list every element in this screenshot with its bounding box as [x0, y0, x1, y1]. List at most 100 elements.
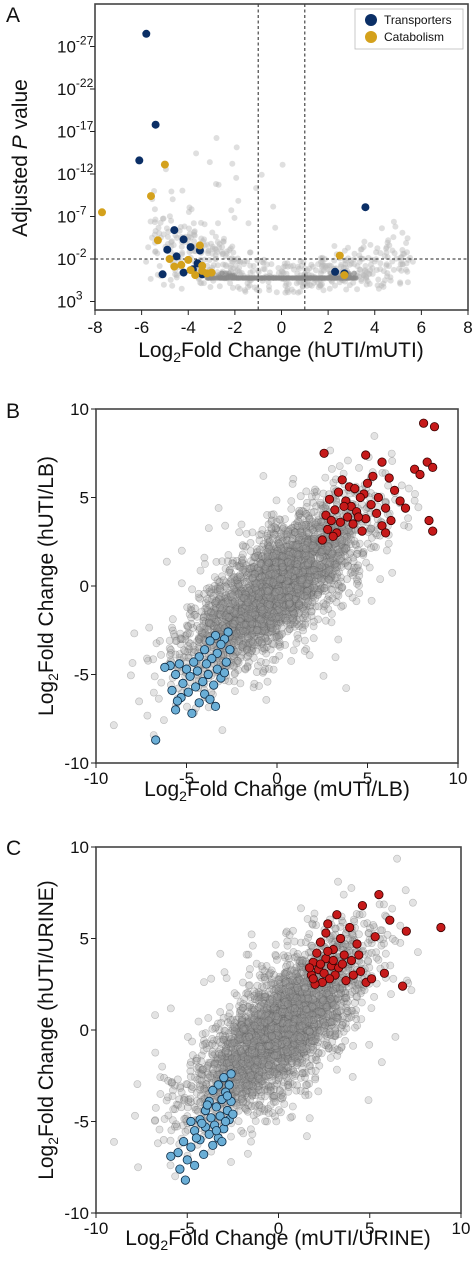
background-point: [292, 567, 299, 574]
background-point: [318, 548, 325, 555]
background-point: [267, 595, 274, 602]
down-regulated-point: [222, 658, 230, 666]
up-regulated-point: [425, 516, 433, 524]
background-point: [264, 588, 271, 595]
background-point: [230, 285, 236, 291]
background-point: [144, 712, 151, 719]
background-point: [206, 247, 212, 253]
background-point: [179, 188, 185, 194]
down-regulated-point: [220, 669, 228, 677]
catabolism-point: [191, 271, 199, 279]
background-point: [399, 230, 405, 236]
down-regulated-point: [179, 679, 187, 687]
up-regulated-point: [351, 484, 359, 492]
background-point: [272, 656, 279, 663]
down-regulated-point: [161, 663, 169, 671]
background-point: [377, 576, 384, 583]
background-point: [310, 264, 316, 270]
background-point: [229, 161, 235, 167]
background-point: [304, 539, 311, 546]
background-point: [385, 540, 392, 547]
background-point: [155, 695, 162, 702]
background-point: [178, 547, 185, 554]
background-point: [338, 262, 344, 268]
transporters-point: [180, 269, 188, 277]
background-point: [296, 507, 303, 514]
background-point: [301, 592, 308, 599]
background-point: [188, 620, 195, 627]
background-point: [216, 604, 223, 611]
background-point: [202, 257, 208, 263]
panel-a-legend: Transporters Catabolism: [355, 9, 463, 49]
background-point: [286, 275, 291, 280]
background-point: [389, 569, 396, 576]
background-point: [273, 497, 280, 504]
background-point: [183, 631, 190, 638]
background-point: [246, 605, 253, 612]
background-point: [247, 539, 254, 546]
background-point: [186, 226, 192, 232]
background-point: [264, 553, 271, 560]
background-point: [247, 547, 254, 554]
background-point: [178, 580, 185, 587]
background-point: [136, 698, 143, 705]
background-point: [278, 560, 285, 567]
background-point: [143, 259, 149, 265]
background-point: [215, 504, 222, 511]
panel-letter-a: A: [6, 4, 20, 27]
background-point: [297, 493, 304, 500]
background-point: [232, 598, 239, 605]
background-point: [207, 159, 213, 165]
x-tick-label: -8: [87, 318, 102, 337]
background-point: [365, 1097, 372, 1104]
background-point: [202, 221, 208, 227]
up-regulated-point: [358, 527, 366, 535]
y-tick-label: 10: [70, 400, 89, 419]
background-point: [129, 659, 136, 666]
up-regulated-point: [356, 493, 364, 501]
background-point: [322, 601, 329, 608]
background-point: [237, 286, 243, 292]
background-point: [307, 275, 312, 280]
background-point: [215, 220, 221, 226]
background-point: [172, 651, 179, 658]
background-point: [297, 275, 302, 280]
background-point: [264, 262, 270, 268]
background-point: [217, 283, 223, 289]
background-point: [169, 283, 175, 289]
background-point: [337, 555, 344, 562]
background-point: [370, 543, 377, 550]
background-point: [239, 556, 246, 563]
down-regulated-point: [171, 670, 179, 678]
background-point: [235, 198, 241, 204]
y-tick-label: -5: [74, 666, 89, 685]
background-point: [358, 247, 364, 253]
background-point: [291, 289, 297, 295]
background-point: [207, 284, 213, 290]
transporters-point: [331, 268, 339, 276]
down-regulated-point: [200, 646, 208, 654]
background-point: [156, 225, 162, 231]
x-tick-label: 6: [417, 318, 426, 337]
background-point: [361, 239, 367, 245]
background-point: [260, 472, 267, 479]
background-point: [410, 259, 416, 265]
background-point: [204, 607, 211, 614]
background-point: [213, 234, 219, 240]
background-point: [301, 637, 308, 644]
background-point: [220, 238, 226, 244]
background-point: [294, 551, 301, 558]
background-point: [226, 569, 233, 576]
background-point: [353, 580, 360, 587]
background-point: [315, 1088, 322, 1095]
y-tick-label: -10: [64, 754, 89, 773]
up-regulated-point: [419, 419, 427, 427]
legend-marker-catabolism: [365, 31, 377, 43]
background-point: [158, 679, 165, 686]
catabolism-point: [177, 261, 185, 269]
